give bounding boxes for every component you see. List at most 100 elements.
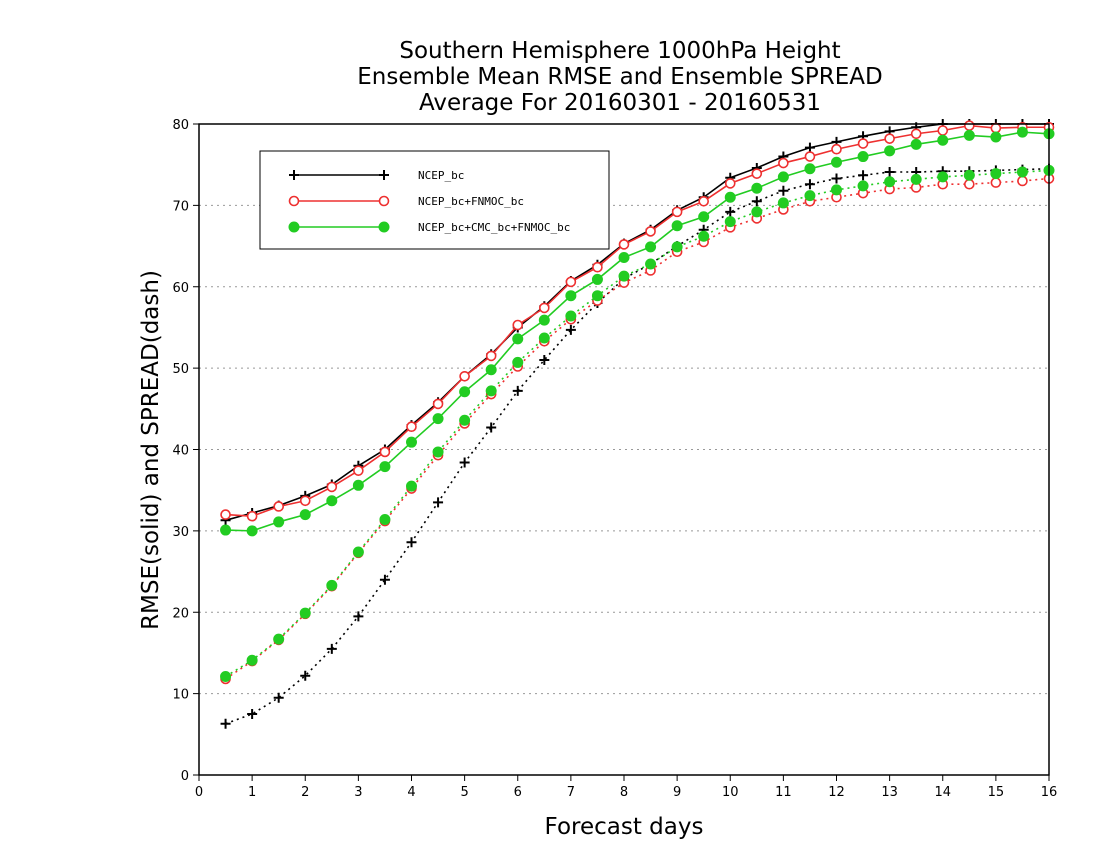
rmse-point xyxy=(990,131,1002,143)
x-tick-label: 12 xyxy=(828,785,845,800)
spread-point xyxy=(884,176,896,188)
spread-point xyxy=(831,184,842,196)
spread-point xyxy=(963,169,975,181)
rmse-point xyxy=(724,191,736,203)
rmse-point xyxy=(857,151,869,163)
y-tick-label: 80 xyxy=(172,118,189,133)
y-tick-label: 50 xyxy=(172,362,189,377)
x-tick-label: 7 xyxy=(567,785,575,800)
spread-point xyxy=(777,197,789,209)
rmse-point xyxy=(618,239,630,250)
chart-title: Southern Hemisphere 1000hPa Height Ensem… xyxy=(357,38,882,116)
spread-point xyxy=(273,633,285,645)
legend-marker xyxy=(289,170,299,180)
spread-point xyxy=(538,332,550,344)
y-axis-label: RMSE(solid) and SPREAD(dash) xyxy=(138,270,164,630)
series-ncep-bc-cmc-bc-fnmoc-bc xyxy=(220,126,1055,683)
spread-point xyxy=(858,170,869,181)
spread-point xyxy=(831,173,842,184)
spread-point xyxy=(459,457,470,468)
x-tick-label: 9 xyxy=(673,785,681,800)
spread-point xyxy=(645,258,657,270)
rmse-point xyxy=(538,314,550,326)
rmse-point xyxy=(591,273,603,285)
spread-point xyxy=(353,611,364,622)
rmse-point xyxy=(804,142,815,153)
rmse-point xyxy=(406,436,417,448)
rmse-point xyxy=(432,398,444,410)
rmse-point xyxy=(804,163,816,175)
legend-box xyxy=(259,150,610,250)
spread-point xyxy=(751,206,763,218)
spread-point xyxy=(220,671,232,683)
x-tick-label: 16 xyxy=(1041,785,1058,800)
rmse-point xyxy=(857,138,869,149)
spread-point xyxy=(724,216,736,228)
y-axis-ticks: 0 10 20 30 40 50 60 70 80 xyxy=(172,118,199,784)
rmse-point xyxy=(459,386,471,398)
spread-point xyxy=(751,196,762,207)
x-tick-label: 0 xyxy=(195,785,203,800)
spread-point xyxy=(671,241,683,253)
x-tick-label: 1 xyxy=(248,785,256,800)
y-tick-label: 70 xyxy=(172,199,189,214)
rmse-point xyxy=(937,134,949,146)
legend-marker xyxy=(379,170,389,180)
spread-point xyxy=(990,168,1002,180)
spread-point xyxy=(804,179,815,190)
x-tick-label: 11 xyxy=(775,785,792,800)
spread-line-ncep-bc-cmc-bc-fnmoc-bc xyxy=(225,169,1050,678)
spread-line-ncep-bc xyxy=(225,167,1050,725)
legend-label: NCEP_bc+FNMOC_bc xyxy=(418,195,524,208)
spread-point xyxy=(406,537,417,548)
rmse-point xyxy=(459,370,470,382)
rmse-point xyxy=(698,211,710,223)
rmse-point xyxy=(645,241,657,253)
spread-point xyxy=(539,354,550,365)
rmse-point xyxy=(884,145,896,157)
rmse-point xyxy=(352,479,364,491)
spread-point xyxy=(247,708,258,719)
legend-label: NCEP_bc+CMC_bc+FNMOC_bc xyxy=(418,221,570,234)
title-line-2: Ensemble Mean RMSE and Ensemble SPREAD xyxy=(357,64,882,90)
rmse-point xyxy=(379,446,391,458)
x-tick-label: 14 xyxy=(934,785,951,800)
spread-point xyxy=(990,177,1002,188)
rmse-point xyxy=(485,350,497,362)
rmse-point xyxy=(512,333,524,345)
spread-point xyxy=(299,607,311,619)
spread-point xyxy=(379,574,390,585)
rmse-point xyxy=(910,138,922,150)
spread-point xyxy=(220,718,231,729)
x-tick-label: 3 xyxy=(354,785,362,800)
x-tick-label: 15 xyxy=(988,785,1005,800)
rmse-point xyxy=(565,276,577,288)
rmse-point xyxy=(751,182,763,194)
rmse-point xyxy=(273,501,284,512)
spread-point xyxy=(432,446,444,458)
rmse-point xyxy=(326,481,338,493)
y-tick-label: 30 xyxy=(172,525,189,540)
x-tick-label: 6 xyxy=(514,785,522,800)
spread-point xyxy=(326,643,337,654)
rmse-point xyxy=(379,461,391,473)
rmse-point xyxy=(937,125,949,136)
rmse-point xyxy=(618,251,630,263)
rmse-point xyxy=(751,168,763,179)
rmse-point xyxy=(326,495,338,507)
rmse-point xyxy=(671,206,683,218)
y-tick-label: 10 xyxy=(172,688,189,703)
spread-point xyxy=(273,692,284,703)
rmse-point xyxy=(246,525,258,537)
spread-point xyxy=(778,185,789,196)
rmse-point xyxy=(592,261,603,273)
spread-point xyxy=(512,385,523,396)
spread-point xyxy=(485,385,497,397)
spread-point xyxy=(565,310,577,322)
spread-point xyxy=(406,480,417,492)
spread-point xyxy=(565,324,576,335)
x-tick-label: 13 xyxy=(881,785,898,800)
rmse-point xyxy=(831,156,842,168)
